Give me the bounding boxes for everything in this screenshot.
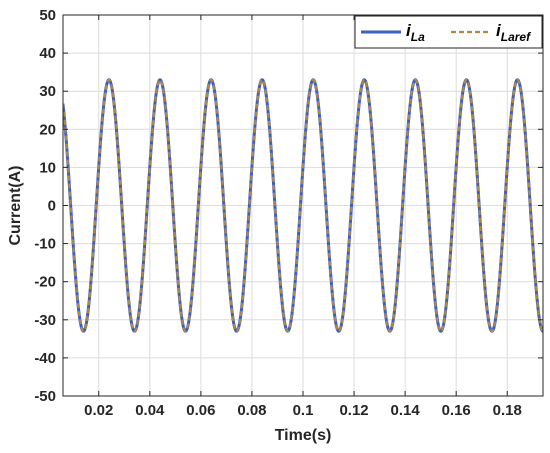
x-tick-label: 0.02 (84, 402, 113, 419)
y-tick-label: -40 (34, 350, 56, 367)
y-tick-label: -10 (34, 236, 56, 253)
y-tick-label: -30 (34, 312, 56, 329)
y-tick-label: -20 (34, 274, 56, 291)
x-axis-title: Time(s) (275, 427, 332, 444)
y-tick-label: 40 (39, 45, 56, 62)
x-tick-label: 0.16 (442, 402, 471, 419)
legend-label-i-la: iLa (406, 21, 425, 44)
x-tick-label: 0.04 (135, 402, 165, 419)
y-tick-label: 20 (39, 121, 56, 138)
y-tick-label: -50 (34, 388, 56, 405)
y-tick-label: 30 (39, 83, 56, 100)
y-tick-label: 50 (39, 7, 56, 24)
x-tick-label: 0.06 (186, 402, 215, 419)
legend: iLa iLaref (354, 15, 543, 49)
legend-label-i-laref: iLaref (496, 21, 531, 44)
x-tick-label: 0.08 (237, 402, 266, 419)
ticks: -50 -40 -30 -20 -10 0 10 20 30 40 50 0.02 0.04 0.06 0.… (34, 7, 543, 419)
y-tick-label: 10 (39, 159, 56, 176)
series-line-i-laref (63, 78, 543, 333)
x-tick-label: 0.1 (293, 402, 314, 419)
y-axis-title: Current(A) (7, 166, 24, 246)
series-layer (63, 78, 543, 333)
y-tick-label: 0 (48, 198, 56, 215)
x-tick-label: 0.18 (493, 402, 522, 419)
x-tick-label: 0.12 (339, 402, 368, 419)
x-tick-label: 0.14 (391, 402, 421, 419)
